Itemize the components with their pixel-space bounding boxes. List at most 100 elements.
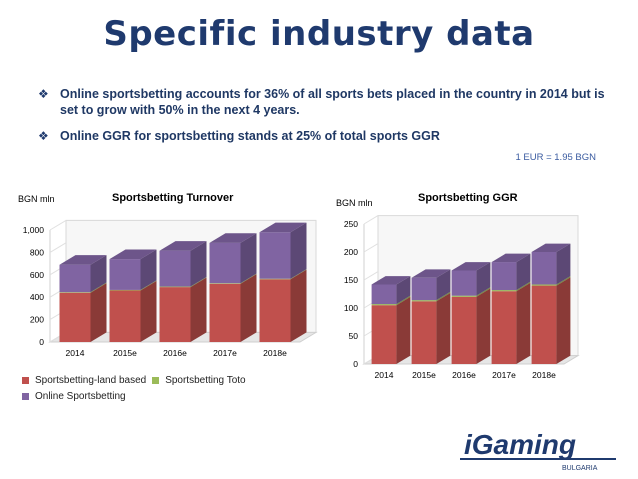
bar-segment-side <box>436 291 451 302</box>
bar-segment <box>371 305 397 364</box>
bar-top-face <box>209 233 257 243</box>
bar-segment-side <box>90 283 107 342</box>
bar-segment <box>209 283 241 342</box>
turnover-chart-svg: BGN mln Sportsbetting Turnover 0 200 400 600 8… <box>18 192 318 358</box>
bar-segment <box>451 296 477 364</box>
y-tick-label: 800 <box>30 247 44 257</box>
bar-segment-side <box>396 295 411 306</box>
diamond-bullet-icon: ❖ <box>38 87 49 101</box>
chart-legend: Sportsbetting-land based Sportsbetting T… <box>22 372 252 404</box>
page-title: Specific industry data <box>103 14 535 54</box>
bar-segment-side <box>240 233 257 284</box>
bar-segment <box>59 292 91 293</box>
bar-segment-side <box>240 274 257 342</box>
y-tick-label: 0 <box>353 359 358 369</box>
gridline-connector <box>49 219 67 231</box>
bar-top-face <box>259 222 307 233</box>
bar-segment-side <box>436 292 451 364</box>
bar-segment <box>411 301 437 364</box>
y-tick-label: 0 <box>39 337 44 347</box>
bar-segment-side <box>290 269 307 280</box>
bar-segment <box>109 290 141 342</box>
y-tick-label: 1,000 <box>23 225 45 235</box>
bar-segment-side <box>396 276 411 305</box>
x-tick-label: 2015e <box>412 370 436 380</box>
bar-segment <box>259 278 291 280</box>
y-tick-label: 600 <box>30 270 44 280</box>
bar-segment-side <box>516 282 531 364</box>
bar-segment <box>491 290 517 292</box>
bar-segment-side <box>90 255 107 293</box>
exchange-rate-note: 1 EUR = 1.95 BGN <box>515 152 596 163</box>
bar-segment <box>209 242 241 284</box>
bar-segment-side <box>556 243 571 285</box>
bullet-item: ❖ Online GGR for sportsbetting stands at… <box>38 128 618 144</box>
bar-segment <box>159 286 191 288</box>
legend-item-toto: Sportsbetting Toto <box>152 374 246 386</box>
igaming-logo-mark: iGaming BULGARIA <box>460 429 616 472</box>
bar-segment-side <box>140 280 157 291</box>
x-tick-label: 2018e <box>532 370 556 380</box>
bar-segment <box>259 279 291 342</box>
bar-segment <box>531 285 557 364</box>
bar-segment-side <box>476 287 491 297</box>
bar-segment-side <box>90 282 107 293</box>
bar-segment-side <box>190 276 207 288</box>
bar-segment-side <box>190 277 207 342</box>
logo-subtext: BULGARIA <box>562 465 598 472</box>
bar-segment <box>159 287 191 342</box>
bar-top-face <box>159 241 207 251</box>
bar-segment <box>59 264 91 293</box>
bar-segment <box>411 277 437 301</box>
bar-top-face <box>531 243 571 252</box>
bar-top-face <box>451 262 491 271</box>
bar-segment-side <box>396 296 411 364</box>
chart-title: Sportsbetting Turnover <box>112 192 234 204</box>
bar-segment-side <box>190 241 207 287</box>
y-tick-label: 150 <box>344 275 358 285</box>
bar-top-face <box>411 269 451 278</box>
bar-top-face <box>371 276 411 285</box>
y-unit-label: BGN mln <box>18 194 55 204</box>
bullet-item: ❖ Online sportsbetting accounts for 36% … <box>38 86 618 118</box>
diamond-bullet-icon: ❖ <box>38 129 49 143</box>
igaming-logo: iGaming BULGARIA <box>460 428 620 472</box>
bar-segment-side <box>140 280 157 342</box>
bar-segment-side <box>240 273 257 284</box>
legend-row: Online Sportsbetting <box>22 388 252 404</box>
bar-segment <box>531 252 557 285</box>
chart-title: Sportsbetting GGR <box>418 192 518 204</box>
x-tick-label: 2016e <box>163 348 187 358</box>
y-tick-label: 400 <box>30 292 44 302</box>
bar-segment <box>109 259 141 290</box>
y-tick-label: 200 <box>344 247 358 257</box>
bar-segment-side <box>476 262 491 296</box>
bar-top-face <box>59 255 107 265</box>
y-tick-label: 50 <box>349 331 359 341</box>
legend-label: Sportsbetting Toto <box>165 374 246 386</box>
ggr-chart-svg: BGN mln Sportsbetting GGR 0 50 100 150 200 250 2… <box>336 192 580 380</box>
x-tick-label: 2015e <box>113 348 137 358</box>
bar-segment-side <box>290 269 307 342</box>
legend-row: Sportsbetting-land based Sportsbetting T… <box>22 372 252 388</box>
logo-wordmark: iGaming <box>464 429 576 460</box>
bar-segment <box>159 250 191 287</box>
legend-item-land-based: Sportsbetting-land based <box>22 375 146 386</box>
bar-segment-side <box>516 253 531 291</box>
bullet-list: ❖ Online sportsbetting accounts for 36% … <box>38 86 618 154</box>
bar-segment <box>59 292 91 342</box>
gridline-connector <box>363 271 379 281</box>
legend-item-online: Online Sportsbetting <box>22 391 126 402</box>
bar-segment <box>209 283 241 284</box>
x-tick-label: 2017e <box>492 370 516 380</box>
bar-segment <box>411 300 437 302</box>
x-tick-label: 2014 <box>375 370 394 380</box>
gridline-connector <box>363 243 379 253</box>
bar-segment <box>491 262 517 291</box>
x-tick-label: 2014 <box>66 348 85 358</box>
bar-segment <box>451 270 477 296</box>
gridline-connector <box>49 242 67 253</box>
bar-segment <box>451 295 477 297</box>
legend-swatch <box>22 392 29 400</box>
bar-top-face <box>109 249 157 260</box>
